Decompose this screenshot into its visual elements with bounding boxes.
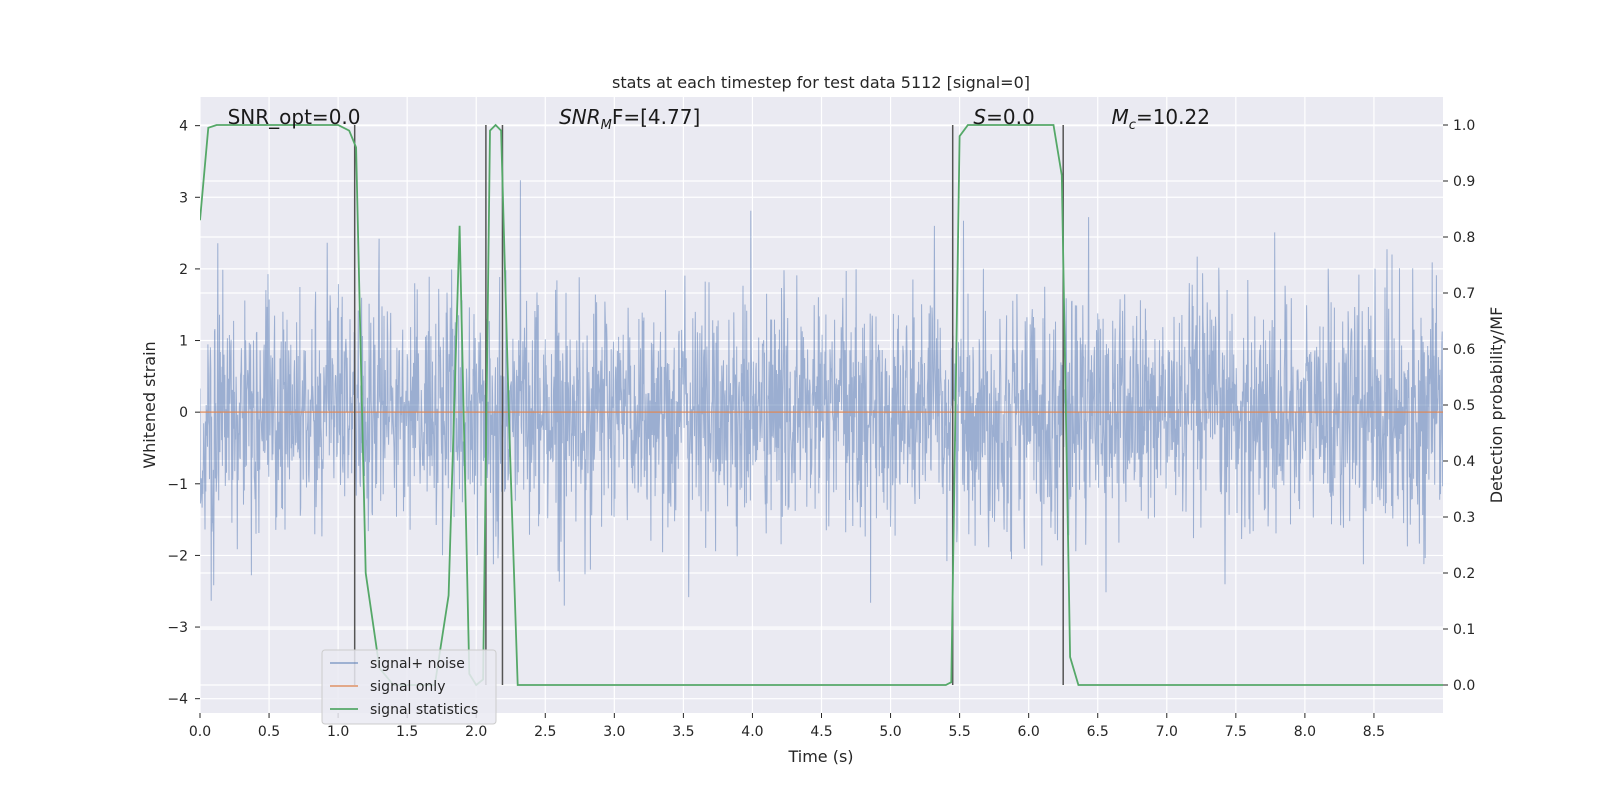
x-tick-label-12: 6.0 <box>1018 724 1040 740</box>
x-tick-label-15: 7.5 <box>1225 724 1247 740</box>
y-left-tick-label-6: 2 <box>179 262 188 278</box>
y-right-tick-label-10: 1.0 <box>1453 118 1475 134</box>
y-left-tick-label-2: −2 <box>167 548 188 564</box>
chart-title: stats at each timestep for test data 511… <box>612 73 1030 92</box>
y-right-tick-label-1: 0.1 <box>1453 622 1475 638</box>
y-right-tick-label-7: 0.7 <box>1453 286 1475 302</box>
series-line-signal-statistics <box>200 123 1443 687</box>
x-tick-label-7: 3.5 <box>672 724 694 740</box>
x-tick-label-17: 8.5 <box>1363 724 1385 740</box>
legend-label-signal-statistics: signal statistics <box>370 702 478 718</box>
x-axis: 0.0 0.5 1.0 1.5 2.0 2.5 3.0 3.5 4.0 4.5 5.0 5.5 6.0 6… <box>189 713 1385 740</box>
y-left-tick-label-3: −1 <box>167 477 188 493</box>
y-right-tick-label-0: 0.0 <box>1453 678 1475 694</box>
y-right-tick-label-3: 0.3 <box>1453 510 1475 526</box>
legend-label-signal-plus-noise: signal+ noise <box>370 656 465 672</box>
y-right-tick-label-6: 0.6 <box>1453 342 1475 358</box>
y-right-tick-label-9: 0.9 <box>1453 174 1475 190</box>
x-tick-label-13: 6.5 <box>1087 724 1109 740</box>
y-axis-right-title: Detection probability/MF <box>1487 307 1506 504</box>
series-signal-plus-noise <box>200 180 1443 606</box>
x-tick-label-16: 8.0 <box>1294 724 1316 740</box>
x-tick-label-11: 5.5 <box>948 724 970 740</box>
x-tick-label-8: 4.0 <box>741 724 763 740</box>
y-right-tick-label-5: 0.5 <box>1453 398 1475 414</box>
y-axis-left-title: Whitened strain <box>140 341 159 468</box>
annotations: SNR_opt=0.0 SNRMF=[4.77] S=0.0 Mc=10.22 <box>228 105 1210 133</box>
legend-box <box>321 649 497 725</box>
x-tick-label-6: 3.0 <box>603 724 625 740</box>
y-axis-left: −4 −3 −2 −1 0 1 2 3 4 <box>167 119 200 708</box>
annotation-3: Mc=10.22 <box>1112 105 1210 133</box>
y-left-tick-label-7: 3 <box>179 190 188 206</box>
y-axis-right: 0.0 0.1 0.2 0.3 0.4 0.5 0.6 0.7 0.8 0.9 1.0 <box>1443 118 1475 694</box>
annotation-2: S=0.0 <box>973 105 1034 129</box>
y-right-tick-label-4: 0.4 <box>1453 454 1475 470</box>
x-axis-title: Time (s) <box>787 747 853 766</box>
legend: signal+ noise signal only signal statist… <box>321 649 497 725</box>
series-signal-statistics <box>200 123 1443 687</box>
x-tick-label-1: 0.5 <box>258 724 280 740</box>
legend-label-signal-only: signal only <box>370 679 445 695</box>
x-tick-label-10: 5.0 <box>879 724 901 740</box>
y-right-tick-label-8: 0.8 <box>1453 230 1475 246</box>
x-tick-label-9: 4.5 <box>810 724 832 740</box>
series-line-signal-plus-noise <box>200 180 1443 606</box>
x-tick-label-3: 1.5 <box>396 724 418 740</box>
x-tick-label-0: 0.0 <box>189 724 211 740</box>
x-tick-label-2: 1.0 <box>327 724 349 740</box>
annotation-1: SNRMF=[4.77] <box>559 105 700 133</box>
annotation-0: SNR_opt=0.0 <box>228 105 361 129</box>
y-right-tick-label-2: 0.2 <box>1453 566 1475 582</box>
y-left-tick-label-0: −4 <box>167 692 188 708</box>
y-left-tick-label-8: 4 <box>179 119 188 135</box>
y-left-tick-label-5: 1 <box>179 334 188 350</box>
y-left-tick-label-1: −3 <box>167 620 188 636</box>
y-left-tick-label-4: 0 <box>179 405 188 421</box>
x-tick-label-4: 2.0 <box>465 724 487 740</box>
x-tick-label-14: 7.0 <box>1156 724 1178 740</box>
x-tick-label-5: 2.5 <box>534 724 556 740</box>
